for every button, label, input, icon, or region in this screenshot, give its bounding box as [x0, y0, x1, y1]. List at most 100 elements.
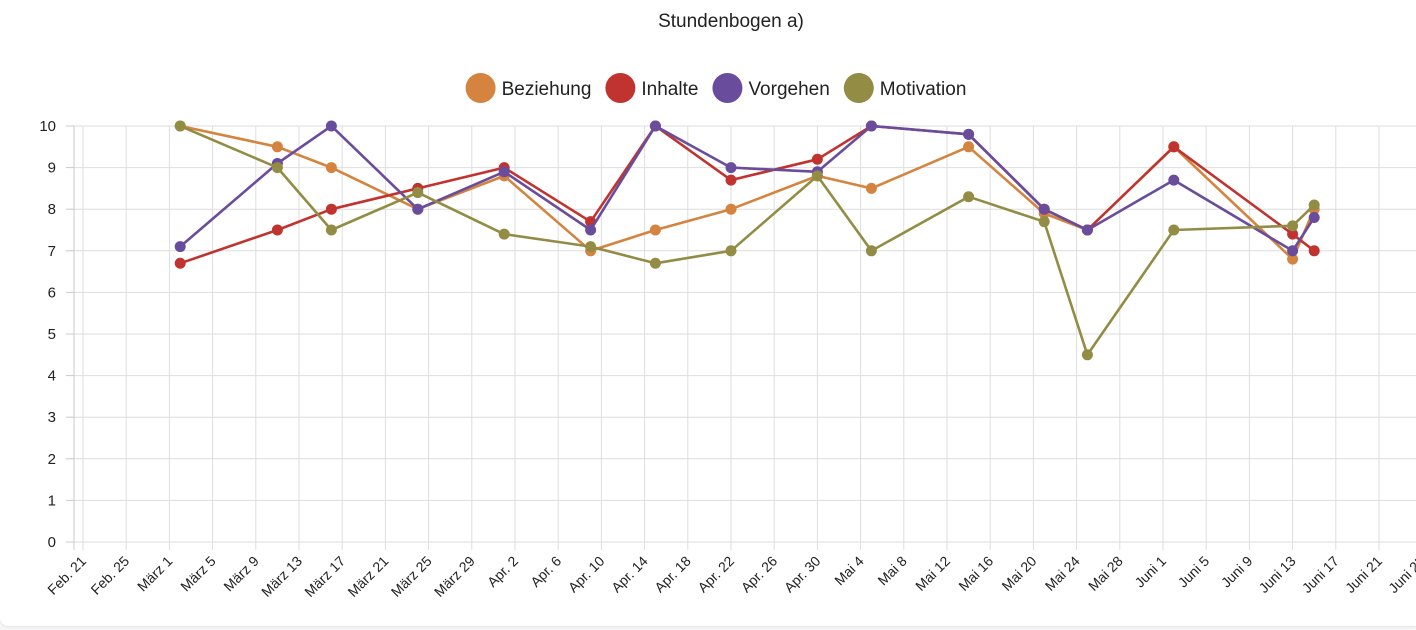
data-point-beziehung[interactable]: [1287, 253, 1299, 265]
chart-title: Stundenbogen a): [658, 11, 804, 32]
x-tick-label: Juni 13: [1255, 553, 1298, 596]
data-point-beziehung[interactable]: [963, 141, 975, 153]
data-point-vorgehen[interactable]: [1308, 212, 1320, 224]
data-point-motivation[interactable]: [498, 228, 510, 240]
x-tick-label: Mai 16: [955, 553, 996, 594]
data-point-vorgehen[interactable]: [585, 224, 597, 236]
data-point-motivation[interactable]: [1081, 349, 1093, 361]
legend-marker: [605, 73, 636, 103]
data-point-inhalte[interactable]: [271, 224, 283, 236]
data-point-motivation[interactable]: [174, 120, 186, 132]
x-tick-label: Apr. 2: [484, 553, 521, 590]
y-tick-label: 2: [48, 451, 56, 468]
chart-legend: Beziehung Inhalte Vorgehen Motivation: [465, 73, 967, 103]
data-point-motivation[interactable]: [865, 245, 877, 257]
data-point-beziehung[interactable]: [865, 182, 877, 194]
data-point-vorgehen[interactable]: [325, 120, 337, 132]
legend-marker: [465, 73, 496, 103]
data-point-vorgehen[interactable]: [1168, 174, 1180, 186]
y-tick-label: 7: [48, 243, 56, 260]
data-point-vorgehen[interactable]: [1081, 224, 1093, 236]
data-point-vorgehen[interactable]: [1287, 245, 1299, 257]
data-point-motivation[interactable]: [1038, 216, 1050, 228]
x-tick-label: März 1: [134, 553, 176, 595]
series-vorgehen: [174, 120, 1320, 257]
legend-item-vorgehen[interactable]: Vorgehen: [712, 73, 830, 103]
data-point-motivation[interactable]: [325, 224, 337, 236]
data-point-motivation[interactable]: [412, 187, 424, 199]
data-point-motivation[interactable]: [811, 170, 823, 182]
data-point-beziehung[interactable]: [325, 162, 337, 174]
x-tick-label: März 9: [220, 553, 262, 595]
series-motivation: [174, 120, 1320, 361]
series-line-motivation: [179, 124, 1316, 357]
y-tick-label: 4: [48, 368, 56, 385]
x-tick-label: Apr. 22: [694, 553, 737, 596]
y-tick-label: 3: [48, 409, 56, 426]
data-point-inhalte[interactable]: [325, 203, 337, 215]
legend-item-inhalte[interactable]: Inhalte: [605, 73, 698, 103]
data-point-vorgehen[interactable]: [412, 203, 424, 215]
legend-label: Beziehung: [502, 79, 592, 100]
y-tick-label: 9: [48, 160, 56, 177]
x-tick-label: März 25: [388, 553, 435, 600]
legend-label: Motivation: [880, 79, 967, 100]
x-tick-label: Feb. 25: [87, 553, 132, 598]
y-tick-label: 5: [48, 326, 56, 343]
y-tick-label: 6: [48, 284, 56, 301]
data-point-beziehung[interactable]: [271, 141, 283, 153]
data-point-motivation[interactable]: [725, 245, 737, 257]
y-axis-ticks: 0 1 2 3 4 5 6 7 8 9 10: [39, 118, 56, 551]
legend-label: Inhalte: [641, 79, 698, 100]
data-point-motivation[interactable]: [1308, 199, 1320, 211]
data-point-vorgehen[interactable]: [649, 120, 661, 132]
data-point-motivation[interactable]: [271, 162, 283, 174]
data-point-motivation[interactable]: [649, 257, 661, 269]
x-tick-label: Mai 12: [912, 553, 953, 594]
data-point-motivation[interactable]: [963, 191, 975, 203]
x-tick-label: Juni 1: [1131, 553, 1169, 591]
x-tick-label: Apr. 10: [565, 553, 608, 596]
y-tick-label: 10: [39, 118, 56, 135]
data-point-motivation[interactable]: [585, 241, 597, 253]
data-point-beziehung[interactable]: [649, 224, 661, 236]
data-point-vorgehen[interactable]: [963, 128, 975, 140]
x-tick-label: Mai 4: [831, 553, 867, 589]
x-tick-label: Apr. 6: [527, 553, 564, 590]
y-tick-label: 0: [48, 534, 56, 551]
x-tick-label: Juni 9: [1218, 553, 1256, 591]
y-tick-label: 8: [48, 201, 56, 218]
data-point-motivation[interactable]: [1287, 220, 1299, 232]
data-point-inhalte[interactable]: [1308, 245, 1320, 257]
legend-item-motivation[interactable]: Motivation: [843, 73, 967, 103]
data-point-vorgehen[interactable]: [174, 241, 186, 253]
x-tick-label: März 29: [431, 553, 478, 600]
legend-marker: [712, 73, 743, 103]
x-tick-label: Apr. 26: [738, 553, 781, 596]
data-point-inhalte[interactable]: [1287, 228, 1299, 240]
y-gridlines: [66, 125, 1416, 543]
data-point-inhalte[interactable]: [811, 153, 823, 165]
data-point-vorgehen[interactable]: [1038, 203, 1050, 215]
x-tick-label: Juni 21: [1342, 553, 1385, 596]
data-point-vorgehen[interactable]: [725, 162, 737, 174]
series-line-vorgehen: [179, 124, 1316, 253]
data-point-inhalte[interactable]: [1168, 141, 1180, 153]
data-point-vorgehen[interactable]: [865, 120, 877, 132]
data-point-inhalte[interactable]: [725, 174, 737, 186]
x-tick-label: März 5: [177, 553, 219, 595]
data-point-motivation[interactable]: [1168, 224, 1180, 236]
legend-item-beziehung[interactable]: Beziehung: [465, 73, 592, 103]
x-tick-label: Apr. 30: [781, 553, 824, 596]
x-tick-label: Mai 28: [1085, 553, 1126, 594]
y-tick-label: 1: [48, 492, 56, 509]
x-tick-label: Juni 5: [1175, 553, 1213, 591]
data-point-beziehung[interactable]: [725, 203, 737, 215]
x-gridlines: [73, 126, 1380, 550]
data-point-inhalte[interactable]: [174, 257, 186, 269]
data-point-vorgehen[interactable]: [498, 166, 510, 178]
series-line-inhalte: [179, 124, 1315, 265]
